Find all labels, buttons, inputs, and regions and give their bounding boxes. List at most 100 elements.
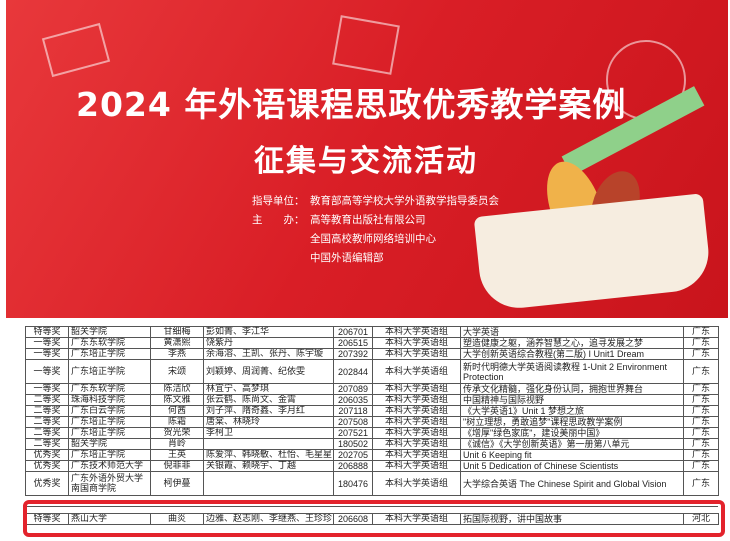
cell-province: 广东 xyxy=(683,337,719,349)
cell-province: 广东 xyxy=(683,383,719,395)
table-row: 一等奖 广东东软学院 陈洁欣 林宜宁、高梦琪 207089 本科大学英语组 传承文化精髓，强… xyxy=(25,383,719,395)
cell-award: 二等奖 xyxy=(25,427,69,439)
cell-teacher: 贺光荣 xyxy=(150,427,204,439)
cell-award: 二等奖 xyxy=(25,438,69,450)
highlight-box xyxy=(23,500,725,537)
cell-case-id: 207118 xyxy=(333,405,373,417)
cell-group: 本科大学英语组 xyxy=(372,471,461,496)
table-row: 特等奖 韶关学院 甘细梅 彭如菁、李江华 206701 本科大学英语组 大学英语 广东 xyxy=(25,326,719,338)
cell-school: 韶关学院 xyxy=(68,438,151,450)
cell-case-id: 207521 xyxy=(333,427,373,439)
cell-case-title: 新时代明德大学英语阅读教程 1-Unit 2 Environment Prote… xyxy=(460,359,684,384)
cell-case-id: 206515 xyxy=(333,337,373,349)
cell-school: 广东东软学院 xyxy=(68,383,151,395)
guide-unit: 指导单位： 教育部高等学校大学外语教学指导委员会 xyxy=(252,195,499,207)
cell-teacher: 陈霜 xyxy=(150,416,204,428)
cell-group: 本科大学英语组 xyxy=(372,449,461,461)
cell-case-title: 《增厚"绿色家底"，建设美丽中国》 xyxy=(460,427,684,439)
cell-members: 余海溶、王凯、张丹、陈宇璇 xyxy=(203,348,334,360)
cell-award: 优秀奖 xyxy=(25,449,69,461)
cell-case-id: 180476 xyxy=(333,471,373,496)
cell-school: 广东东软学院 xyxy=(68,337,151,349)
cell-award: 一等奖 xyxy=(25,383,69,395)
cell-group: 本科大学英语组 xyxy=(372,460,461,472)
cell-group: 本科大学英语组 xyxy=(372,337,461,349)
cell-case-title: 大学创新英语综合教程(第二版) I Unit1 Dream xyxy=(460,348,684,360)
cell-case-id: 180502 xyxy=(333,438,373,450)
cell-award: 优秀奖 xyxy=(25,471,69,496)
highlighted-row-table: 特等奖 燕山大学 曲炎 边雅、赵志刚、李继燕、王珍珍 206608 本科大学英语组 拓国际视… xyxy=(25,513,719,525)
cell-group: 本科大学英语组 xyxy=(372,405,461,417)
cell-teacher: 王英 xyxy=(150,449,204,461)
table-row: 二等奖 珠海科技学院 陈文雅 张云鹤、陈尚文、金霄 206035 本科大学英语组 中国精神与… xyxy=(25,394,719,406)
host-unit: 全国高校教师网络培训中心 xyxy=(310,233,436,245)
cell-province: 广东 xyxy=(683,471,719,496)
banner-subtitle: 征集与交流活动 xyxy=(254,144,478,179)
cell-members: 饶紫丹 xyxy=(203,337,334,349)
book-decoration xyxy=(473,193,713,312)
cell-teacher: 柯伊蔓 xyxy=(150,471,204,496)
paper-decoration xyxy=(332,15,400,75)
cell-teacher: 李燕 xyxy=(150,348,204,360)
cell-school: 广东外语外贸大学南国商学院 xyxy=(68,471,151,496)
cell-group: 本科大学英语组 xyxy=(372,427,461,439)
cell-award: 特等奖 xyxy=(25,326,69,338)
cell-case-id: 207089 xyxy=(333,383,373,395)
cell-members: 刘子萍、隋奇鑫、李月红 xyxy=(203,405,334,417)
banner-title: 2024 年外语课程思政优秀教学案例 xyxy=(76,85,627,124)
cell-province: 广东 xyxy=(683,438,719,450)
cell-case-id: 206888 xyxy=(333,460,373,472)
cell-school: 广东技术师范大学 xyxy=(68,460,151,472)
paper-decoration xyxy=(41,22,111,78)
table-row: 一等奖 广东东软学院 黄潇熙 饶紫丹 206515 本科大学英语组 塑造健康之躯，涵养智慧之… xyxy=(25,337,719,349)
table-row: 优秀奖 广东培正学院 王英 陈爱萍、韩晓敏、杜怡、毛星星 202705 本科大学英语组 Un… xyxy=(25,449,719,461)
cell-group: 本科大学英语组 xyxy=(372,416,461,428)
cell-award: 一等奖 xyxy=(25,359,69,384)
table-row: 二等奖 广东培正学院 贺光荣 李柯卫 207521 本科大学英语组 《增厚"绿色家底"，建设… xyxy=(25,427,719,439)
cell-teacher: 宋颂 xyxy=(150,359,204,384)
cell-award: 一等奖 xyxy=(25,348,69,360)
cell-teacher: 黄潇熙 xyxy=(150,337,204,349)
cell-province: 广东 xyxy=(683,359,719,384)
cell-province: 广东 xyxy=(683,405,719,417)
cell-case-title: 《大学英语1》Unit 1 梦想之旅 xyxy=(460,405,684,417)
cell-case-title: Unit 5 Dedication of Chinese Scientists xyxy=(460,460,684,472)
table-row: 特等奖 燕山大学 曲炎 边雅、赵志刚、李继燕、王珍珍 206608 本科大学英语组 拓国际视… xyxy=(25,513,719,525)
host-unit: 中国外语编辑部 xyxy=(310,252,384,264)
cell-case-title: 大学综合英语 The Chinese Spirit and Global Vis… xyxy=(460,471,684,496)
partially-hidden-row xyxy=(25,506,718,512)
cell-school: 广东培正学院 xyxy=(68,416,151,428)
cell-members xyxy=(203,438,334,450)
cell-members: 张云鹤、陈尚文、金霄 xyxy=(203,394,334,406)
cell-group: 本科大学英语组 xyxy=(372,383,461,395)
cell-award: 优秀奖 xyxy=(25,460,69,472)
cell-teacher: 何茜 xyxy=(150,405,204,417)
cell-group: 本科大学英语组 xyxy=(372,394,461,406)
cell-case-id: 202844 xyxy=(333,359,373,384)
cell-teacher: 陈洁欣 xyxy=(150,383,204,395)
cell-school: 广东培正学院 xyxy=(68,359,151,384)
cell-province: 广东 xyxy=(683,394,719,406)
cell-case-id: 206608 xyxy=(333,513,373,525)
cell-group: 本科大学英语组 xyxy=(372,438,461,450)
cell-province: 广东 xyxy=(683,348,719,360)
cell-province: 广东 xyxy=(683,326,719,338)
cell-case-title: 拓国际视野，讲中国故事 xyxy=(460,513,684,525)
cell-case-title: 大学英语 xyxy=(460,326,684,338)
host-unit: 主 办： 高等教育出版社有限公司 xyxy=(252,214,426,226)
cell-school: 韶关学院 xyxy=(68,326,151,338)
cell-teacher: 甘细梅 xyxy=(150,326,204,338)
cell-group: 本科大学英语组 xyxy=(372,359,461,384)
cell-case-id: 207392 xyxy=(333,348,373,360)
cell-province: 广东 xyxy=(683,416,719,428)
table-row: 二等奖 广东白云学院 何茜 刘子萍、隋奇鑫、李月红 207118 本科大学英语组 《大学英语… xyxy=(25,405,719,417)
cell-case-title: 塑造健康之躯，涵养智慧之心，追寻发展之梦 xyxy=(460,337,684,349)
cell-case-title: Unit 6 Keeping fit xyxy=(460,449,684,461)
cell-province: 河北 xyxy=(683,513,719,525)
cell-members: 彭如菁、李江华 xyxy=(203,326,334,338)
cell-case-title: "树立理想，勇敢追梦"课程思政教学案例 xyxy=(460,416,684,428)
table-row: 一等奖 广东培正学院 李燕 余海溶、王凯、张丹、陈宇璇 207392 本科大学英语组 大学创… xyxy=(25,348,719,360)
cell-school: 广东白云学院 xyxy=(68,405,151,417)
event-banner: 2024 年外语课程思政优秀教学案例 征集与交流活动 指导单位： 教育部高等学校大… xyxy=(6,0,728,318)
cell-members: 刘颖婷、周润菁、纪依雯 xyxy=(203,359,334,384)
